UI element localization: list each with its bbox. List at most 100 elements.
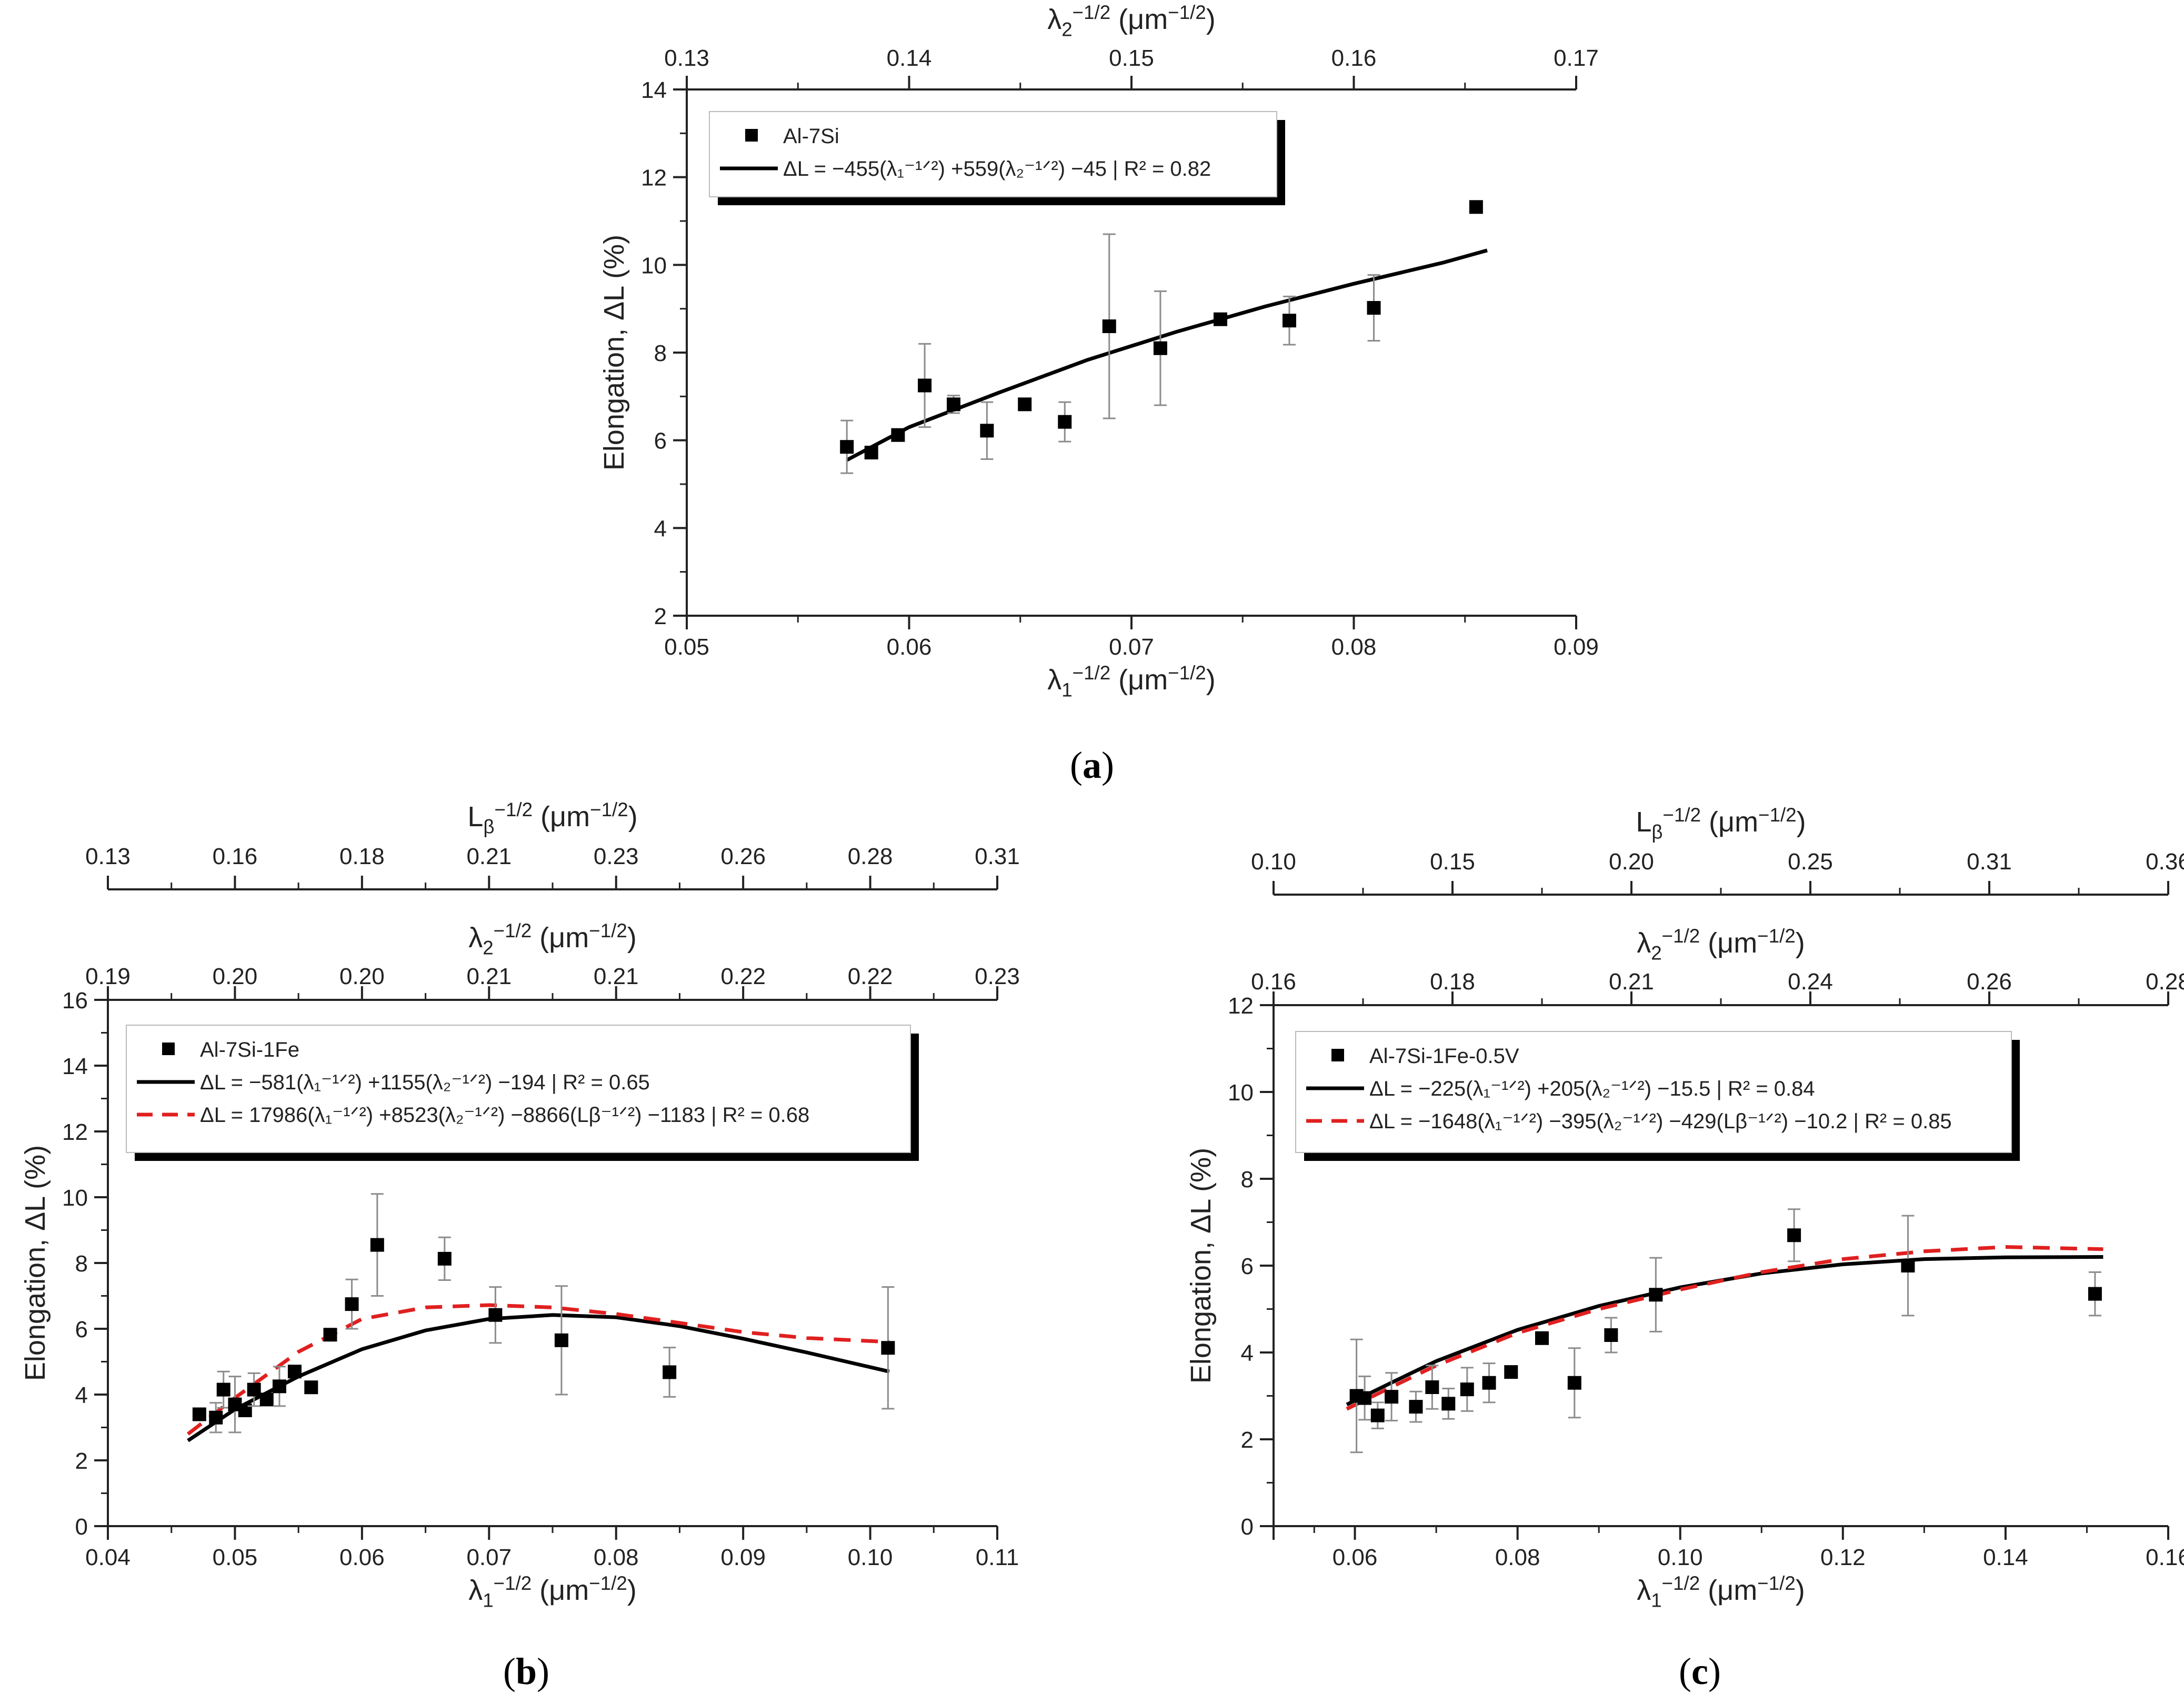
data-point — [1385, 1390, 1399, 1404]
data-point — [370, 1238, 384, 1252]
x-tick-label: 0.08 — [1331, 634, 1377, 660]
y-tick-label: 4 — [1241, 1340, 1254, 1366]
data-point — [259, 1392, 274, 1407]
y-tick-label: 10 — [641, 253, 667, 278]
data-point — [1567, 1376, 1581, 1390]
top-tick-label: 0.22 — [720, 964, 766, 989]
fit-line-fit1 — [1346, 1255, 2103, 1407]
x-tick-label: 0.09 — [720, 1545, 766, 1570]
x-axis-label-unit-sup: −1/2 — [1168, 662, 1206, 684]
top-tick-label: 0.16 — [213, 844, 258, 869]
top-axis-label: λ2−1/2 (μm−1/2) — [1637, 925, 1805, 964]
top-tick-label: 0.28 — [848, 844, 893, 869]
x-axis-label-sup: −1/2 — [494, 1572, 532, 1594]
top-axis-label-close: ) — [1797, 806, 1806, 838]
data-point — [881, 1341, 895, 1355]
data-point — [918, 378, 932, 393]
data-point — [1787, 1228, 1801, 1242]
y-tick-label: 2 — [1241, 1427, 1254, 1453]
data-point — [891, 428, 905, 442]
top-axis-label-unit-sup: −1/2 — [1168, 2, 1206, 23]
top-tick-label: 0.20 — [1609, 849, 1654, 875]
fit-line-fit1 — [846, 248, 1488, 462]
data-point — [1370, 1408, 1385, 1422]
top-axis-label-sup: −1/2 — [494, 920, 532, 941]
caption-open: ( — [503, 1650, 516, 1692]
x-axis-label-base: λ — [468, 1575, 483, 1606]
top-axis-label-unit: (μm — [1110, 4, 1168, 35]
top-axis-label-close: ) — [1796, 927, 1805, 959]
top-tick-label: 0.17 — [1554, 45, 1599, 71]
y-tick-label: 2 — [654, 604, 667, 629]
x-axis-label-close: ) — [1206, 664, 1216, 696]
data-point — [437, 1251, 452, 1266]
top-axis-label-sup: −1/2 — [495, 799, 533, 820]
y-tick-label: 10 — [62, 1185, 88, 1211]
legend-marker-label: Al-7Si — [783, 125, 839, 148]
y-axis-label: Elongation, ΔL (%) — [1185, 1148, 1217, 1384]
top-axis-label-sub: β — [483, 816, 494, 838]
x-axis-label-unit: (μm — [532, 1575, 589, 1606]
top-axis-label: Lβ−1/2 (μm−1/2) — [1636, 804, 1806, 843]
data-point — [1901, 1259, 1915, 1272]
top-tick-label: 0.20 — [339, 964, 385, 989]
legend-line-label: ΔL = −225(λ₁⁻¹ᐟ²) +205(λ₂⁻¹ᐟ²) −15.5 | R… — [1369, 1077, 1815, 1100]
data-point — [1460, 1382, 1474, 1397]
legend-marker-label: Al-7Si-1Fe-0.5V — [1369, 1045, 1519, 1068]
y-tick-label: 4 — [75, 1382, 88, 1408]
fit-line-fit2 — [1346, 1245, 2103, 1411]
x-tick-label: 0.08 — [594, 1545, 639, 1570]
y-tick-label: 10 — [1228, 1080, 1254, 1106]
x-axis-label: λ1−1/2 (μm−1/2) — [468, 1572, 637, 1611]
top-axis-label-sub: 2 — [1061, 19, 1072, 41]
x-axis-label-sub: 1 — [483, 1590, 493, 1611]
y-tick-label: 2 — [75, 1448, 88, 1474]
top-tick-label: 0.21 — [1609, 969, 1654, 995]
x-tick-label: 0.12 — [1820, 1545, 1866, 1570]
x-tick-label: 0.10 — [848, 1545, 893, 1570]
top-axis-label-unit: (μm — [532, 922, 589, 954]
x-axis-label-base: λ — [1637, 1575, 1651, 1606]
top-axis-label-close: ) — [627, 922, 637, 954]
data-point — [2088, 1287, 2102, 1301]
caption-open: ( — [1679, 1650, 1691, 1692]
top-axis-label-base: λ — [1047, 4, 1061, 35]
data-point — [1367, 301, 1381, 315]
x-axis-label-unit: (μm — [1700, 1575, 1757, 1606]
legend-marker — [1331, 1049, 1344, 1061]
top-tick-label: 0.13 — [664, 45, 709, 71]
top-axis-label-close: ) — [1206, 4, 1216, 35]
data-point — [1058, 415, 1072, 429]
legend-line-label: ΔL = −455(λ₁⁻¹ᐟ²) +559(λ₂⁻¹ᐟ²) −45 | R² … — [783, 157, 1211, 181]
x-axis-label-base: λ — [1047, 664, 1061, 696]
x-tick-label: 0.05 — [664, 634, 709, 660]
y-tick-label: 12 — [62, 1119, 88, 1145]
data-point — [1425, 1380, 1439, 1394]
x-axis-label-sub: 1 — [1651, 1590, 1661, 1611]
y-tick-label: 12 — [1228, 993, 1254, 1019]
data-point — [304, 1380, 318, 1395]
x-tick-label: 0.06 — [339, 1545, 385, 1570]
top-tick-label: 0.22 — [848, 964, 893, 989]
top-axis-label-sup: −1/2 — [1073, 2, 1111, 23]
y-tick-label: 6 — [654, 428, 667, 454]
data-point — [1604, 1328, 1618, 1342]
top-axis-label-base: λ — [1637, 927, 1651, 959]
x-axis-label-close: ) — [1796, 1575, 1805, 1606]
top-axis-label: λ2−1/2 (μm−1/2) — [1047, 2, 1216, 40]
caption-close: ) — [1708, 1650, 1721, 1692]
data-point — [840, 440, 854, 454]
top-tick-label: 0.31 — [1967, 849, 2012, 875]
data-point — [345, 1297, 359, 1311]
legend-line-label: ΔL = −581(λ₁⁻¹ᐟ²) +1155(λ₂⁻¹ᐟ²) −194 | R… — [200, 1071, 650, 1094]
y-tick-label: 8 — [75, 1251, 88, 1277]
x-axis-label-sup: −1/2 — [1662, 1572, 1700, 1594]
y-tick-label: 12 — [641, 165, 667, 191]
legend-marker — [745, 129, 758, 142]
top-axis-label-base: L — [1636, 806, 1651, 838]
fit-line-fit1 — [187, 1313, 890, 1442]
top-tick-label: 0.28 — [2146, 969, 2184, 995]
data-point — [323, 1328, 337, 1342]
top-tick-label: 0.24 — [1788, 969, 1833, 995]
